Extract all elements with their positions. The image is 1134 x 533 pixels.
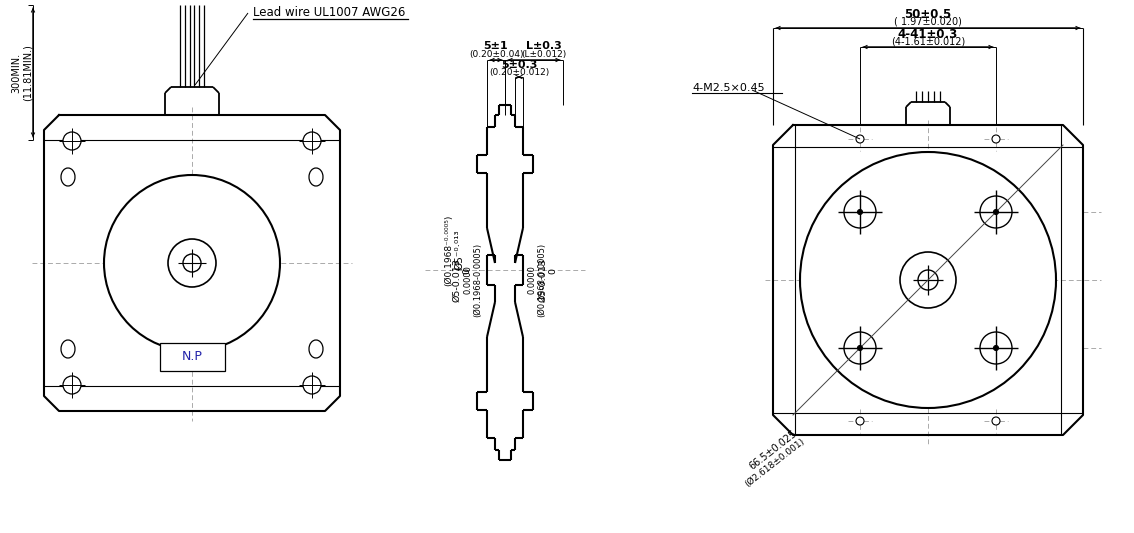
Circle shape [168, 239, 215, 287]
Text: 66.5±0.025: 66.5±0.025 [747, 429, 798, 472]
Text: 0.0000
(Ø0.1968-0.0005): 0.0000 (Ø0.1968-0.0005) [464, 243, 483, 317]
Circle shape [183, 254, 201, 272]
Circle shape [856, 417, 864, 425]
Circle shape [919, 270, 938, 290]
Circle shape [64, 132, 81, 150]
Text: (Ø0.1968⁻⁰·⁰⁰⁰⁵): (Ø0.1968⁻⁰·⁰⁰⁰⁵) [445, 214, 454, 286]
Text: (0.20±0.012): (0.20±0.012) [489, 68, 549, 77]
Circle shape [992, 135, 1000, 143]
Text: (4-1.61±0.012): (4-1.61±0.012) [891, 37, 965, 47]
Circle shape [104, 175, 280, 351]
Circle shape [303, 132, 321, 150]
Text: N.P: N.P [181, 351, 203, 364]
Text: Ø5-0.013
      0: Ø5-0.013 0 [539, 258, 558, 302]
Circle shape [799, 152, 1056, 408]
Circle shape [992, 417, 1000, 425]
Text: Lead wire UL1007 AWG26: Lead wire UL1007 AWG26 [253, 6, 405, 20]
Text: ( 1.97±0.020): ( 1.97±0.020) [894, 16, 962, 26]
Text: 5±1: 5±1 [484, 41, 508, 51]
Text: 0.0000
(Ø0.1968-0.0005): 0.0000 (Ø0.1968-0.0005) [527, 243, 547, 317]
Circle shape [844, 196, 875, 228]
Text: (Ø2.618±0.001): (Ø2.618±0.001) [744, 437, 806, 489]
Circle shape [856, 135, 864, 143]
Text: 50±0.5: 50±0.5 [905, 7, 951, 20]
Text: 4-M2.5×0.45: 4-M2.5×0.45 [692, 83, 764, 93]
Text: Ø5⁻⁰·⁰¹³: Ø5⁻⁰·⁰¹³ [454, 230, 464, 270]
Text: 4-41±0.3: 4-41±0.3 [898, 28, 958, 42]
Text: (L±0.012): (L±0.012) [522, 50, 567, 59]
Circle shape [857, 345, 863, 351]
Circle shape [980, 196, 1012, 228]
Text: (0.20±0.04): (0.20±0.04) [468, 50, 523, 59]
Text: Ø5-0.013
      0: Ø5-0.013 0 [452, 258, 472, 302]
Circle shape [844, 332, 875, 364]
Circle shape [303, 376, 321, 394]
Text: 5±0.3: 5±0.3 [501, 60, 538, 70]
Circle shape [857, 209, 863, 214]
Text: L±0.3: L±0.3 [526, 41, 561, 51]
Circle shape [993, 345, 999, 351]
Circle shape [993, 209, 999, 214]
Circle shape [980, 332, 1012, 364]
Text: 300MIN.
(11.81MIN.): 300MIN. (11.81MIN.) [11, 44, 33, 101]
Circle shape [900, 252, 956, 308]
Circle shape [64, 376, 81, 394]
Bar [160, 343, 225, 371]
